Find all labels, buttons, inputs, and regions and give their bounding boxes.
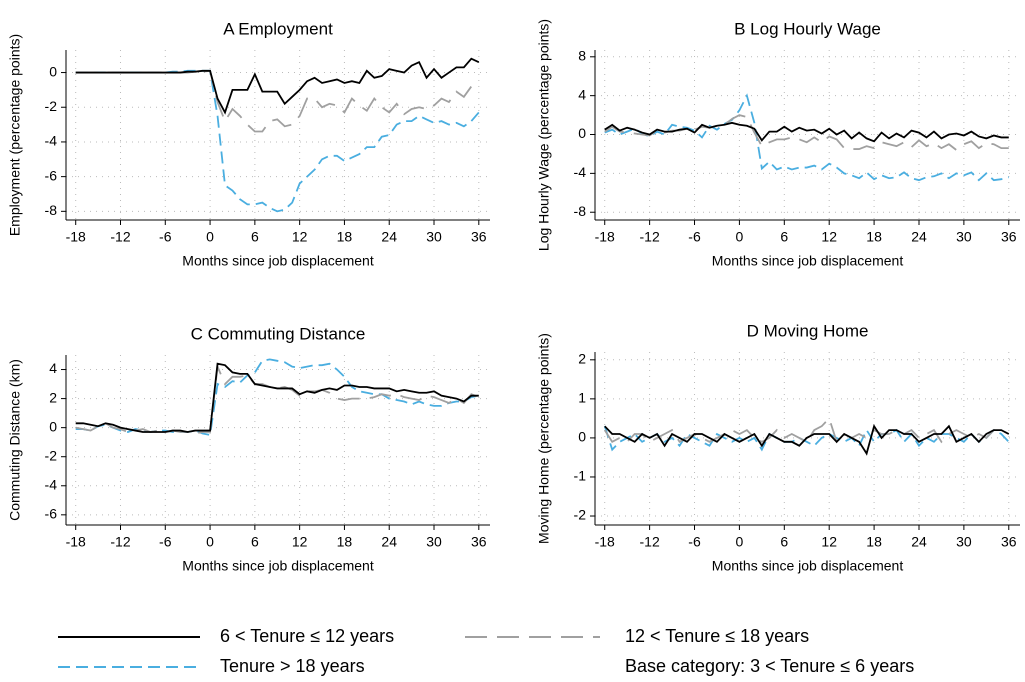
x-tick-label: 30 — [426, 534, 442, 550]
x-tick-label: 18 — [337, 229, 353, 245]
y-axis-label: Moving Home (percentage points) — [536, 333, 552, 544]
y-tick-label: -6 — [45, 167, 58, 183]
x-tick-label: 36 — [1001, 229, 1017, 245]
series-line — [604, 121, 1009, 143]
x-tick-label: 30 — [956, 229, 972, 245]
series-line — [75, 362, 479, 433]
series-line — [603, 416, 1010, 444]
y-tick-label: 2 — [578, 351, 586, 367]
y-tick-label: 0 — [578, 429, 586, 445]
y-tick-label: 0 — [49, 418, 57, 434]
y-tick-label: -4 — [45, 476, 58, 492]
x-axis-label: Months since job displacement — [182, 253, 374, 269]
panel-title: B Log Hourly Wage — [734, 19, 881, 38]
x-tick-label: 6 — [780, 229, 788, 245]
series-line — [75, 69, 480, 133]
x-tick-label: 0 — [206, 229, 214, 245]
x-tick-label: 12 — [821, 534, 837, 550]
y-tick-label: -8 — [574, 203, 587, 219]
x-tick-label: 12 — [292, 229, 308, 245]
x-tick-label: -12 — [110, 229, 130, 245]
x-axis-label: Months since job displacement — [712, 253, 904, 269]
panel-title: D Moving Home — [747, 321, 869, 340]
x-tick-label: 30 — [426, 229, 442, 245]
x-tick-label: 12 — [821, 229, 837, 245]
x-tick-label: 36 — [471, 229, 487, 245]
x-tick-label: -18 — [66, 534, 86, 550]
y-tick-label: -2 — [45, 98, 58, 114]
x-tick-label: -18 — [595, 229, 615, 245]
x-tick-label: 18 — [337, 534, 353, 550]
x-axis-label: Months since job displacement — [182, 558, 374, 574]
x-tick-label: 36 — [1001, 534, 1017, 550]
x-tick-label: 24 — [381, 534, 397, 550]
y-tick-label: 1 — [578, 390, 586, 406]
x-tick-label: -6 — [688, 534, 701, 550]
x-tick-label: 36 — [471, 534, 487, 550]
x-tick-label: 24 — [911, 534, 927, 550]
legend-note: Base category: 3 < Tenure ≤ 6 years — [625, 656, 914, 676]
x-tick-label: 0 — [736, 229, 744, 245]
x-tick-label: 18 — [866, 534, 882, 550]
y-tick-label: -1 — [574, 468, 587, 484]
series-line — [75, 363, 480, 435]
y-tick-label: 8 — [578, 48, 586, 64]
x-tick-label: 18 — [866, 229, 882, 245]
series-line — [604, 93, 1010, 182]
y-tick-label: -8 — [45, 202, 58, 218]
y-tick-label: 2 — [49, 389, 57, 405]
x-tick-label: -12 — [640, 534, 660, 550]
x-axis-label: Months since job displacement — [712, 558, 904, 574]
y-tick-label: 4 — [578, 86, 586, 102]
x-tick-label: 6 — [251, 229, 259, 245]
y-tick-label: -2 — [45, 447, 58, 463]
x-tick-label: -18 — [595, 534, 615, 550]
x-tick-label: 6 — [780, 534, 788, 550]
series-line — [75, 69, 480, 213]
y-tick-label: -6 — [45, 506, 58, 522]
series-line — [604, 114, 1009, 152]
series-line — [75, 358, 479, 436]
panel-title: A Employment — [223, 19, 333, 38]
x-tick-label: 0 — [736, 534, 744, 550]
x-tick-label: 24 — [911, 229, 927, 245]
x-tick-label: 30 — [956, 534, 972, 550]
x-tick-label: -12 — [640, 229, 660, 245]
y-tick-label: 0 — [49, 63, 57, 79]
x-tick-label: 12 — [292, 534, 308, 550]
y-tick-label: 4 — [49, 360, 57, 376]
x-tick-label: -18 — [66, 229, 86, 245]
y-tick-label: 0 — [578, 125, 586, 141]
y-axis-label: Log Hourly Wage (percentage points) — [536, 19, 552, 251]
series-line — [604, 424, 1010, 456]
x-tick-label: -6 — [159, 534, 172, 550]
x-tick-label: -6 — [688, 229, 701, 245]
x-tick-label: -12 — [110, 534, 130, 550]
x-tick-label: 6 — [251, 534, 259, 550]
panel-title: C Commuting Distance — [191, 324, 366, 343]
x-tick-label: -6 — [159, 229, 172, 245]
y-axis-label: Commuting Distance (km) — [7, 359, 23, 521]
legend-label: Tenure > 18 years — [220, 656, 365, 676]
legend-label: 6 < Tenure ≤ 12 years — [220, 626, 394, 646]
x-tick-label: 0 — [206, 534, 214, 550]
x-tick-label: 24 — [381, 229, 397, 245]
legend-label: 12 < Tenure ≤ 18 years — [625, 626, 809, 646]
y-tick-label: -4 — [574, 164, 587, 180]
y-tick-label: -2 — [574, 507, 587, 523]
y-tick-label: -4 — [45, 133, 58, 149]
series-line — [75, 57, 480, 115]
y-axis-label: Employment (percentage points) — [7, 34, 23, 236]
